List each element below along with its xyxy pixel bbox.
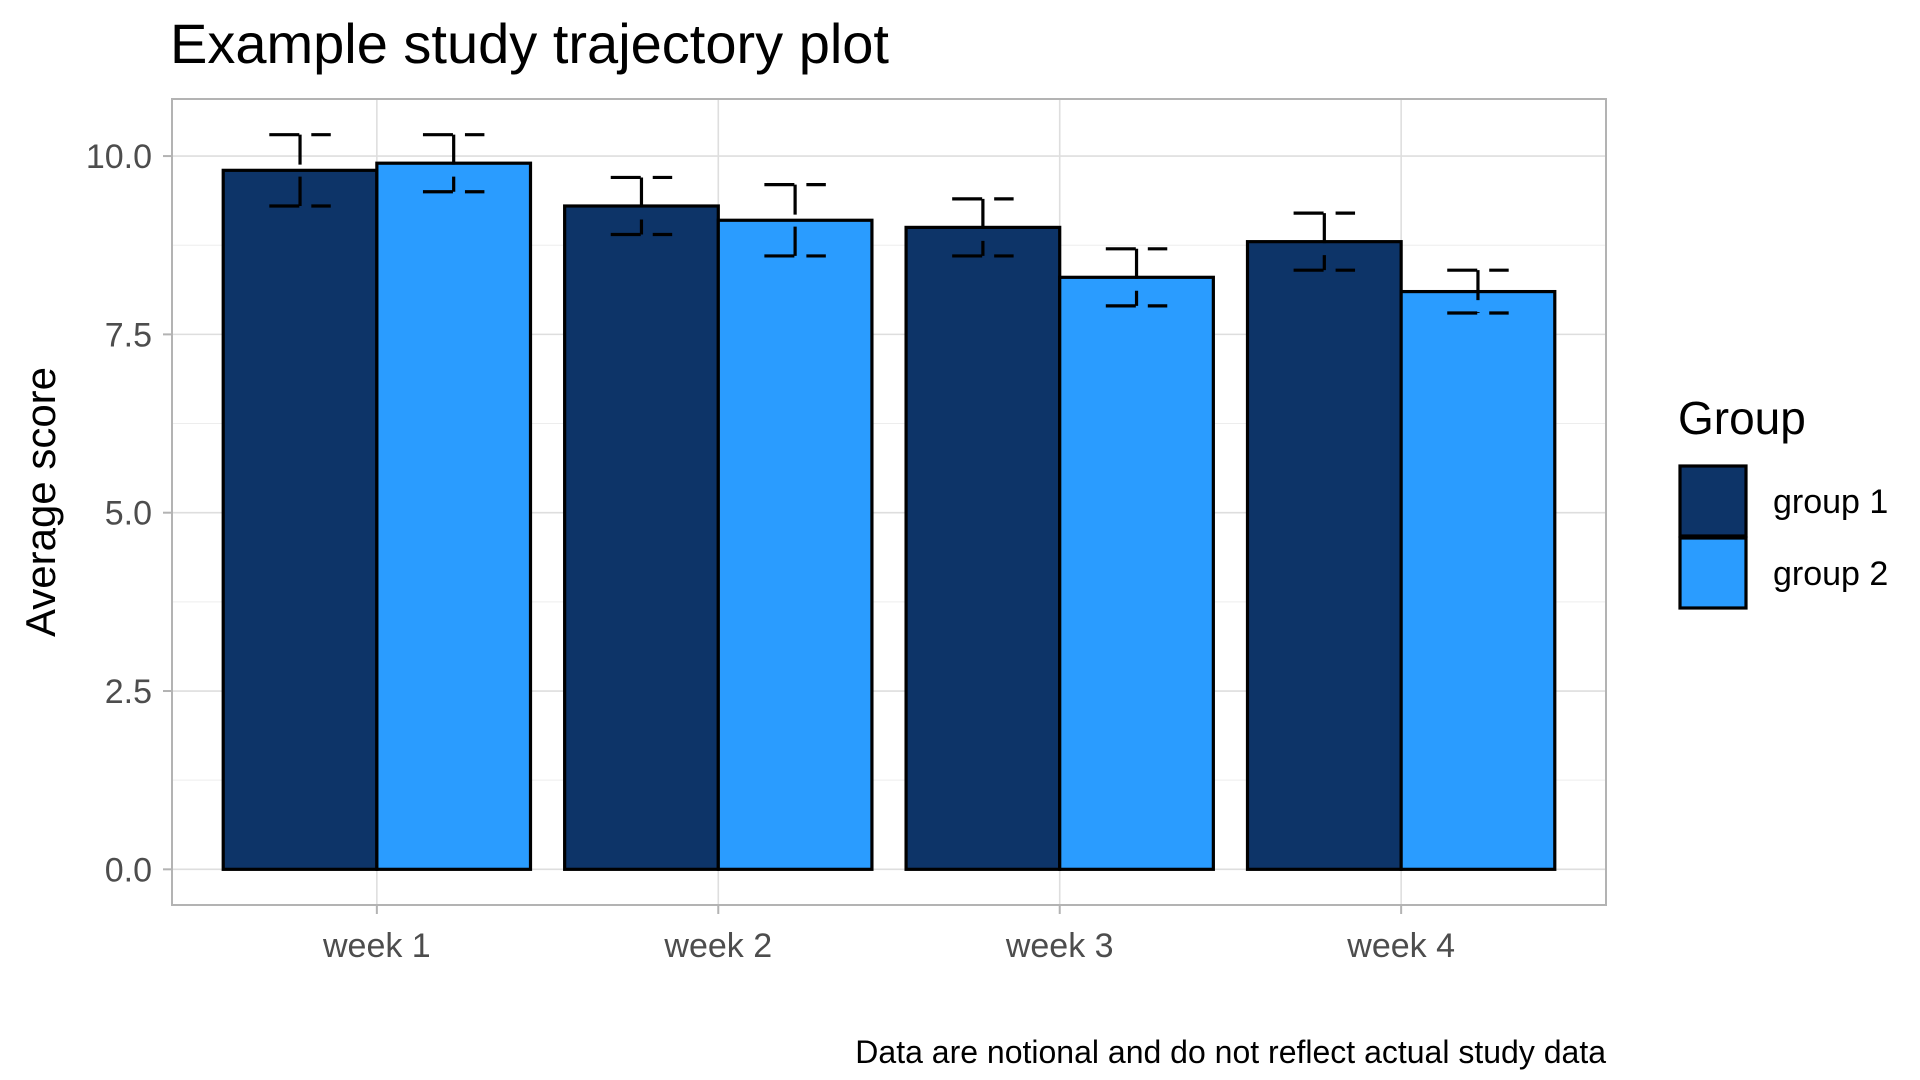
y-tick-label: 10.0 [86, 138, 152, 176]
x-tick-label: week 4 [1346, 927, 1455, 965]
bar-group-1-week-1 [221, 168, 379, 871]
error-bar-group-1-week-3 [952, 197, 1014, 258]
error-bar-group-2-week-2 [764, 182, 826, 258]
error-bar-group-1-week-2 [610, 175, 673, 237]
x-tick-label: week 3 [1005, 927, 1114, 965]
chart-title: Example study trajectory plot [170, 12, 889, 75]
bar-group-1-week-4 [1245, 240, 1403, 871]
bar-group-2-week-1 [375, 161, 533, 871]
y-tick-label: 0.0 [105, 851, 152, 889]
error-bar-group-2-week-1 [422, 133, 485, 194]
y-axis-title: Average score [17, 367, 64, 637]
chart-caption: Data are notional and do not reflect act… [855, 1034, 1606, 1070]
legend: Group group 1 group 2 [1678, 392, 1888, 610]
y-axis-ticks: 0.0 2.5 5.0 7.5 10.0 [86, 138, 172, 889]
x-axis-ticks: week 1 week 2 week 3 week 4 [322, 905, 1455, 965]
y-tick-label: 5.0 [105, 495, 152, 533]
bar-group-2-week-2 [716, 218, 874, 871]
error-bar-group-1-week-4 [1293, 211, 1356, 272]
bars [221, 161, 1557, 871]
bar-group-2-week-3 [1058, 275, 1215, 871]
legend-label: group 2 [1773, 555, 1888, 593]
bar-group-1-week-2 [563, 204, 720, 871]
y-tick-label: 7.5 [105, 316, 152, 354]
bar-group-2-week-4 [1399, 289, 1557, 871]
error-bars [269, 133, 1509, 315]
x-tick-label: week 1 [322, 927, 431, 965]
legend-title: Group [1678, 392, 1806, 444]
legend-label: group 1 [1773, 483, 1888, 521]
legend-key-group-2 [1678, 536, 1748, 610]
error-bar-group-2-week-3 [1105, 247, 1168, 308]
bar-group-1-week-3 [904, 225, 1062, 871]
error-bar-group-2-week-4 [1447, 268, 1509, 315]
x-tick-label: week 2 [663, 927, 772, 965]
legend-key-group-1 [1678, 464, 1748, 538]
plot-panel-border [171, 98, 1607, 906]
y-tick-label: 2.5 [105, 673, 152, 711]
error-bar-group-1-week-1 [269, 133, 331, 208]
